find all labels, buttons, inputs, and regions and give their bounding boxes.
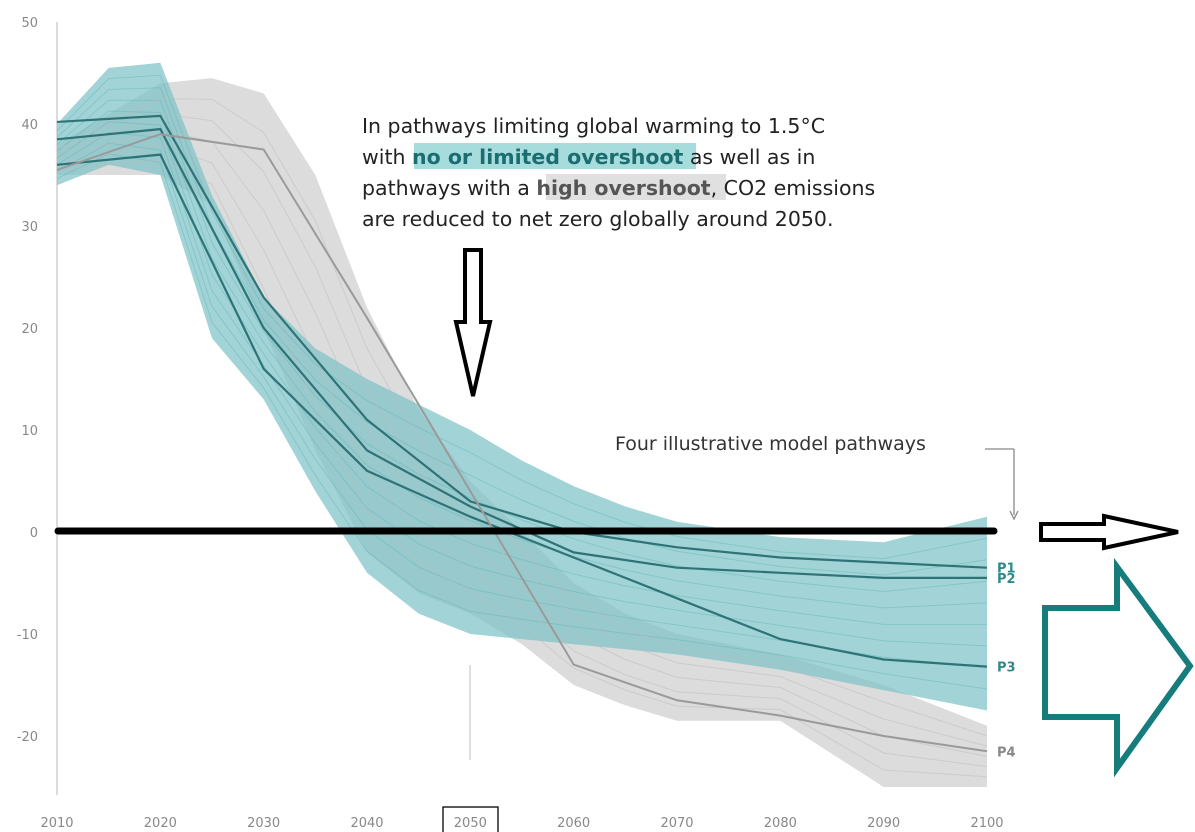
right-note-bracket-tip [1009, 510, 1019, 521]
ensemble-line [56, 74, 988, 560]
ensemble-line [56, 110, 988, 609]
y-tick-label: 20 [21, 322, 38, 337]
x-tick-label: 2050 [454, 816, 487, 831]
ensemble-line [56, 153, 988, 690]
y-tick-label: 0 [30, 526, 38, 541]
highlight-high-overshoot [546, 174, 726, 200]
pathway-label-p2: P2 [997, 572, 1016, 587]
x-tick-label: 2080 [764, 816, 797, 831]
pathway-label-p1: P1 [997, 562, 1016, 577]
x-tick-label: 2100 [970, 816, 1003, 831]
pathway-label-p4: P4 [997, 745, 1016, 760]
y-tick-label: 40 [21, 118, 38, 133]
down-arrow-icon [453, 248, 493, 397]
pathway-label-p3: P3 [997, 661, 1016, 676]
annotation-highlight-grey: high overshoot [536, 176, 710, 200]
annotation-line-1: In pathways limiting global warming to 1… [362, 114, 825, 138]
x-tick-label: 2030 [247, 816, 280, 831]
series-line-p1 [56, 114, 988, 569]
annotation-line-3-suffix: , CO2 emissions [711, 176, 876, 200]
big-teal-arrow-icon [1042, 557, 1194, 778]
ensemble-line [56, 142, 988, 668]
annotation-line-2-suffix: as well as in [683, 145, 815, 169]
series-line-p4 [56, 133, 988, 753]
ensemble-line [56, 87, 988, 576]
x-tick-label: 2010 [40, 816, 73, 831]
y-tick-label: 50 [21, 16, 38, 31]
annotation-line-2-prefix: with [362, 145, 412, 169]
annotation-line-4: are reduced to net zero globally around … [362, 207, 834, 231]
right-arrow-icon [1039, 513, 1179, 551]
ensemble-line-grey [56, 113, 988, 747]
ensemble-line-grey [56, 128, 988, 757]
annotation-line-2: with no or limited overshoot as well as … [362, 145, 815, 169]
annotation-highlight-teal: no or limited overshoot [412, 145, 684, 169]
x-tick-2050-box [442, 806, 499, 832]
ensemble-lines [56, 74, 988, 778]
x-tick-label: 2040 [350, 816, 383, 831]
x-tick-label: 2070 [660, 816, 693, 831]
annotation-line-3: pathways with a high overshoot, CO2 emis… [362, 176, 875, 200]
y-tick-label: 30 [21, 220, 38, 235]
pathways-note: Four illustrative model pathways [615, 433, 926, 455]
pathway-bands [57, 62, 987, 788]
ensemble-line-grey [56, 159, 988, 778]
ensemble-line-grey [56, 143, 988, 768]
band-no-or-limited-overshoot [57, 62, 987, 711]
y-tick-label: -10 [17, 628, 38, 643]
annotation-line-3-prefix: pathways with a [362, 176, 536, 200]
band-high-overshoot [57, 78, 987, 788]
series-line-p3 [56, 153, 988, 668]
x-tick-label: 2020 [144, 816, 177, 831]
x-tick-labels: 2010 2020 2030 2040 2050 2060 2070 2080 2090 2100 [40, 816, 1003, 831]
y-tick-labels: 50 40 30 20 10 0 -10 -20 [17, 16, 38, 745]
x-tick-label: 2060 [557, 816, 590, 831]
ensemble-line-grey [56, 97, 988, 737]
highlight-no-or-limited-overshoot [414, 143, 696, 169]
x-tick-label: 2090 [867, 816, 900, 831]
y-tick-label: 10 [21, 424, 38, 439]
y-tick-label: -20 [17, 730, 38, 745]
